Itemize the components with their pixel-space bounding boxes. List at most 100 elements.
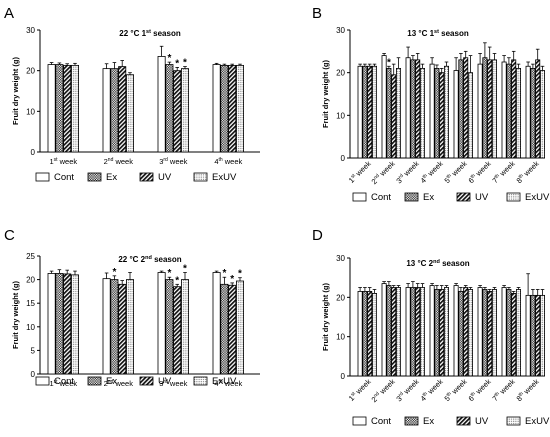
- bar: [391, 287, 397, 377]
- panel-letter: C: [4, 227, 15, 244]
- bar: [371, 292, 377, 377]
- significance-star: *: [183, 264, 187, 275]
- bar: [126, 74, 135, 153]
- legend-swatch: [193, 172, 208, 182]
- bar: [405, 287, 411, 377]
- x-tick-label: 1st week: [347, 377, 373, 403]
- bar: [367, 291, 373, 377]
- bar: [357, 65, 363, 159]
- bar: [362, 65, 368, 159]
- bar: [463, 287, 469, 377]
- bar: [391, 74, 397, 159]
- bar: [516, 68, 522, 159]
- bar: [506, 289, 512, 377]
- significance-star: *: [167, 53, 171, 64]
- x-tick-label: 4th week: [214, 379, 242, 388]
- legend-swatch: [456, 416, 471, 426]
- bar: [477, 63, 483, 159]
- legend-swatch: [352, 192, 367, 202]
- bar: [47, 64, 56, 153]
- bar: [530, 68, 536, 159]
- bar: [47, 273, 56, 375]
- x-tick-label: 2nd week: [104, 157, 134, 166]
- bar: [165, 64, 174, 153]
- x-tick-label: 2nd week: [370, 159, 397, 186]
- x-tick-label: 2nd week: [104, 379, 134, 388]
- bar: [419, 287, 425, 377]
- bar: [415, 59, 421, 159]
- x-tick-label: 7th week: [491, 159, 517, 185]
- bar: [535, 59, 541, 159]
- bar: [157, 56, 166, 153]
- bar: [443, 65, 449, 159]
- panel-title: 22 °C 1st season: [119, 29, 181, 38]
- x-tick-label: 4th week: [419, 377, 445, 403]
- bar: [410, 287, 416, 377]
- legend-label: ExUV: [525, 192, 550, 203]
- bar: [405, 57, 411, 159]
- y-axis-label: Fruit dry weight (g): [321, 283, 330, 351]
- panel-letter: D: [312, 227, 323, 244]
- bar: [118, 283, 127, 375]
- legend-label: Cont: [371, 192, 391, 203]
- y-tick-label: 20: [336, 69, 345, 78]
- y-tick-label: 5: [31, 346, 36, 355]
- y-axis-label: Fruit dry weight (g): [321, 60, 330, 128]
- y-tick-label: 10: [26, 107, 35, 116]
- legend-swatch: [404, 192, 419, 202]
- bar: [126, 279, 135, 375]
- bar: [235, 280, 244, 375]
- x-tick-label: 7th week: [491, 377, 517, 403]
- x-tick-label: 4th week: [214, 157, 242, 166]
- legend-label: ExUV: [212, 172, 237, 183]
- bar: [395, 287, 401, 377]
- bar: [63, 273, 72, 375]
- bar: [55, 273, 64, 375]
- bar: [415, 287, 421, 377]
- bar: [395, 68, 401, 159]
- bar: [453, 285, 459, 377]
- bar: [173, 70, 182, 153]
- panel-d: D 13 °C 2nd season 0 10 20 30 Fruit dry weight…: [312, 227, 550, 427]
- legend-label: Ex: [106, 376, 117, 387]
- x-tick-label: 3rd week: [159, 379, 187, 388]
- y-tick-label: 30: [336, 26, 345, 35]
- legend-swatch: [506, 416, 521, 426]
- bar: [467, 289, 473, 377]
- panel-title: 13 °C 2nd season: [406, 259, 469, 268]
- panel-c: C 22 °C 2nd season 0 5 10 15 20 25 Fruit dry wei…: [4, 227, 260, 388]
- bar: [55, 64, 64, 153]
- bar: [102, 278, 111, 375]
- bar: [491, 59, 497, 159]
- bar: [458, 59, 464, 159]
- legend-swatch: [404, 416, 419, 426]
- bar: [180, 279, 189, 375]
- bar: [220, 283, 229, 375]
- legend-label: UV: [158, 376, 172, 387]
- y-tick-label: 25: [26, 252, 35, 261]
- legend-label: ExUV: [525, 416, 550, 427]
- bar: [477, 287, 483, 377]
- y-tick-label: 10: [336, 111, 345, 120]
- bar: [535, 294, 541, 377]
- legend-label: Ex: [423, 416, 434, 427]
- legend-swatch: [139, 172, 154, 182]
- legend-swatch: [87, 172, 102, 182]
- legend-label: Ex: [106, 172, 117, 183]
- x-tick-label: 3rd week: [159, 157, 187, 166]
- legend-label: UV: [475, 192, 489, 203]
- bar: [367, 65, 373, 159]
- significance-star: *: [230, 274, 234, 285]
- x-tick-label: 3rd week: [394, 159, 420, 185]
- y-axis-label: Fruit dry weight (g): [11, 281, 20, 349]
- bar: [487, 59, 493, 159]
- y-tick-label: 10: [336, 333, 345, 342]
- bar: [381, 283, 387, 377]
- bar: [180, 68, 189, 153]
- bar: [381, 55, 387, 159]
- bar: [429, 63, 435, 159]
- x-tick-label: 1st week: [49, 157, 77, 166]
- significance-star: *: [112, 267, 116, 278]
- x-tick-label: 8th week: [515, 377, 541, 403]
